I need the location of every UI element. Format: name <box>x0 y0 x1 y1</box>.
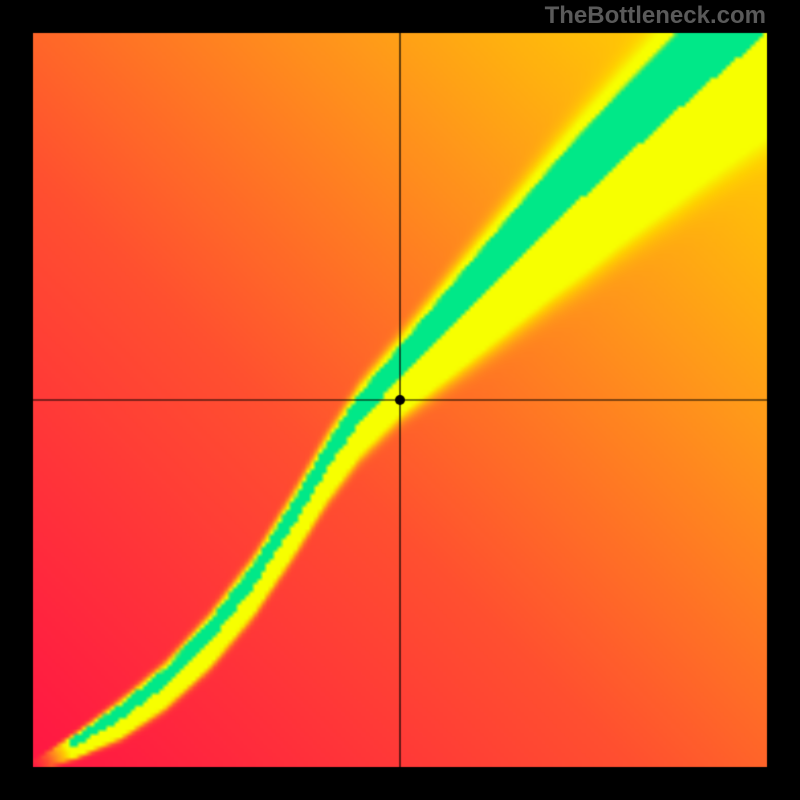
watermark-text: TheBottleneck.com <box>545 2 766 30</box>
chart-container: { "watermark": { "text": "TheBottleneck.… <box>0 0 800 800</box>
bottleneck-heatmap <box>0 0 800 800</box>
